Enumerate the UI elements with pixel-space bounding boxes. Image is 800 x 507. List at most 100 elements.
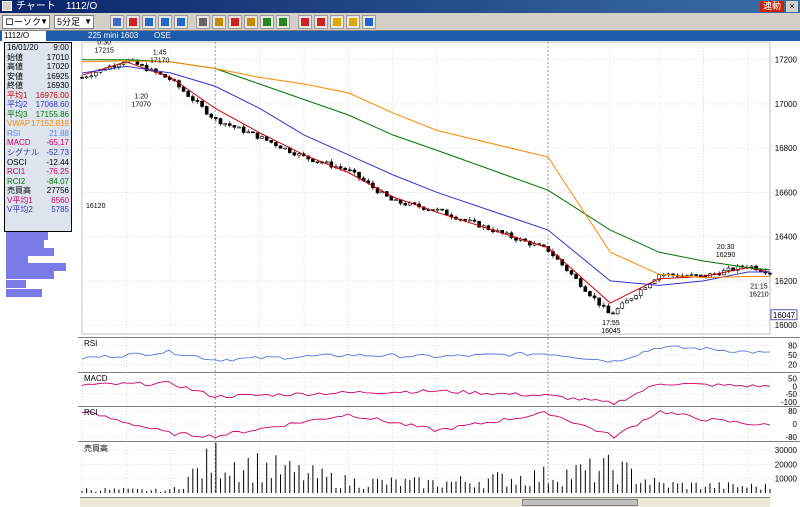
candle (698, 274, 703, 277)
info-row-label: 安値 (7, 71, 23, 81)
info-row: 売買高 27756 (5, 186, 71, 196)
candle (583, 286, 588, 292)
zoom-icon[interactable] (228, 15, 242, 29)
info-row-label: V平均2 (7, 205, 33, 215)
info-panel: 16/01/20 9:00 始値 17010 高値 17020 安値 16925 終値 16930… (4, 42, 72, 232)
rci-label: RCI (84, 408, 98, 417)
trend-icon[interactable] (212, 15, 226, 29)
cluster-icon[interactable] (174, 15, 188, 29)
candle (444, 209, 449, 216)
volume-tick-label: 20000 (775, 460, 798, 469)
bar-icon (145, 18, 153, 26)
interval-value: 5分足 (57, 17, 81, 27)
symbol-field[interactable]: 1112/O (2, 31, 46, 41)
volume-tick-label: 10000 (775, 475, 798, 484)
candle (611, 312, 615, 315)
annotation-value: 16210 (749, 292, 769, 299)
macd-line (81, 381, 771, 406)
chart-area[interactable]: 0:001:002:009:0010:0011:0012:0013:0014:0… (0, 41, 800, 497)
candle (186, 91, 191, 97)
eraser-icon[interactable] (298, 15, 312, 29)
candle (232, 125, 237, 128)
rsi-tick-label: 50 (788, 351, 797, 360)
info-bar: 1112/O 225 mini 1603 OSE (0, 31, 800, 41)
chart-grid-icon[interactable] (110, 15, 124, 29)
info-row: RCI2 -84.07 (5, 177, 71, 187)
info-row-value: -76.25 (46, 167, 69, 177)
fibo-icon[interactable] (260, 15, 274, 29)
candle (574, 273, 578, 279)
info-row-label: MACD (7, 138, 31, 148)
candle (403, 203, 408, 206)
info-row-value: 17068.60 (35, 100, 69, 110)
candle (528, 240, 532, 246)
candle (297, 153, 301, 156)
candle (375, 187, 380, 194)
info-row: 安値 16925 (5, 72, 71, 82)
parallel-icon (247, 18, 255, 26)
y-tick-label: 16800 (775, 144, 798, 153)
volume-label: 売買高 (84, 444, 108, 453)
bar-icon[interactable] (142, 15, 156, 29)
candle (440, 208, 444, 211)
annotation-value: 17170 (150, 57, 170, 64)
eraser-icon (301, 18, 309, 26)
candle (94, 72, 98, 77)
series-line-平均2 (81, 65, 770, 286)
candle (278, 145, 283, 149)
candle (112, 65, 117, 68)
zoom-icon (231, 18, 239, 26)
annotation-value: 16290 (716, 252, 736, 259)
close-icon[interactable]: × (786, 1, 798, 12)
magnify-icon[interactable] (346, 15, 360, 29)
y-tick-label: 16600 (775, 188, 798, 197)
candle (477, 221, 481, 228)
rci-tick-label: 0 (793, 420, 798, 429)
parallel-icon[interactable] (244, 15, 258, 29)
candle (324, 161, 329, 164)
profile-bar (6, 271, 54, 279)
chart-type-select[interactable]: ローソク ▼ (2, 15, 50, 29)
erase-all-icon[interactable] (314, 15, 328, 29)
info-row-label: V平均1 (7, 195, 33, 205)
candle (80, 77, 84, 79)
candle (246, 131, 251, 134)
macd-tick-label: -100 (781, 398, 798, 407)
link-mode-badge[interactable]: 連動 (759, 1, 784, 12)
pen-icon[interactable] (276, 15, 290, 29)
info-row-value: -84.07 (46, 176, 69, 186)
candle (241, 126, 246, 133)
y-tick-label: 16000 (775, 321, 798, 330)
search-icon[interactable] (330, 15, 344, 29)
rsi-label: RSI (84, 339, 98, 348)
info-row-label: 平均2 (7, 100, 28, 110)
series-line-平均1 (81, 61, 771, 304)
info-row-label: 高値 (7, 62, 23, 72)
info-row: 終値 16930 (5, 81, 71, 91)
current-price-label: 16047 (773, 311, 796, 320)
profile-bar (6, 240, 44, 248)
line-icon (161, 18, 169, 26)
candle-icon[interactable] (126, 15, 140, 29)
chart-grid-icon (113, 18, 121, 26)
profile-bar (6, 232, 48, 240)
tick-icon[interactable] (196, 15, 210, 29)
candle (606, 305, 611, 314)
interval-select[interactable]: 5分足 ▼ (54, 15, 94, 29)
y-tick-label: 16400 (775, 233, 798, 242)
annotation-value: 16045 (601, 328, 621, 335)
cursor-icon[interactable] (362, 15, 376, 29)
candle (625, 300, 629, 304)
info-row: OSCI -12.44 (5, 158, 71, 168)
line-icon[interactable] (158, 15, 172, 29)
time-scrollbar[interactable] (80, 497, 770, 507)
info-row-value: 16925 (46, 71, 69, 81)
candle (620, 302, 625, 309)
macd-tick-label: -50 (785, 390, 797, 399)
info-row-value: 17152.819 (31, 119, 69, 129)
candle (218, 118, 223, 125)
window-titlebar: チャート 1112/O 連動 × (0, 0, 800, 13)
scrollbar-thumb[interactable] (522, 499, 638, 506)
candle (209, 113, 214, 118)
divider (78, 406, 800, 407)
